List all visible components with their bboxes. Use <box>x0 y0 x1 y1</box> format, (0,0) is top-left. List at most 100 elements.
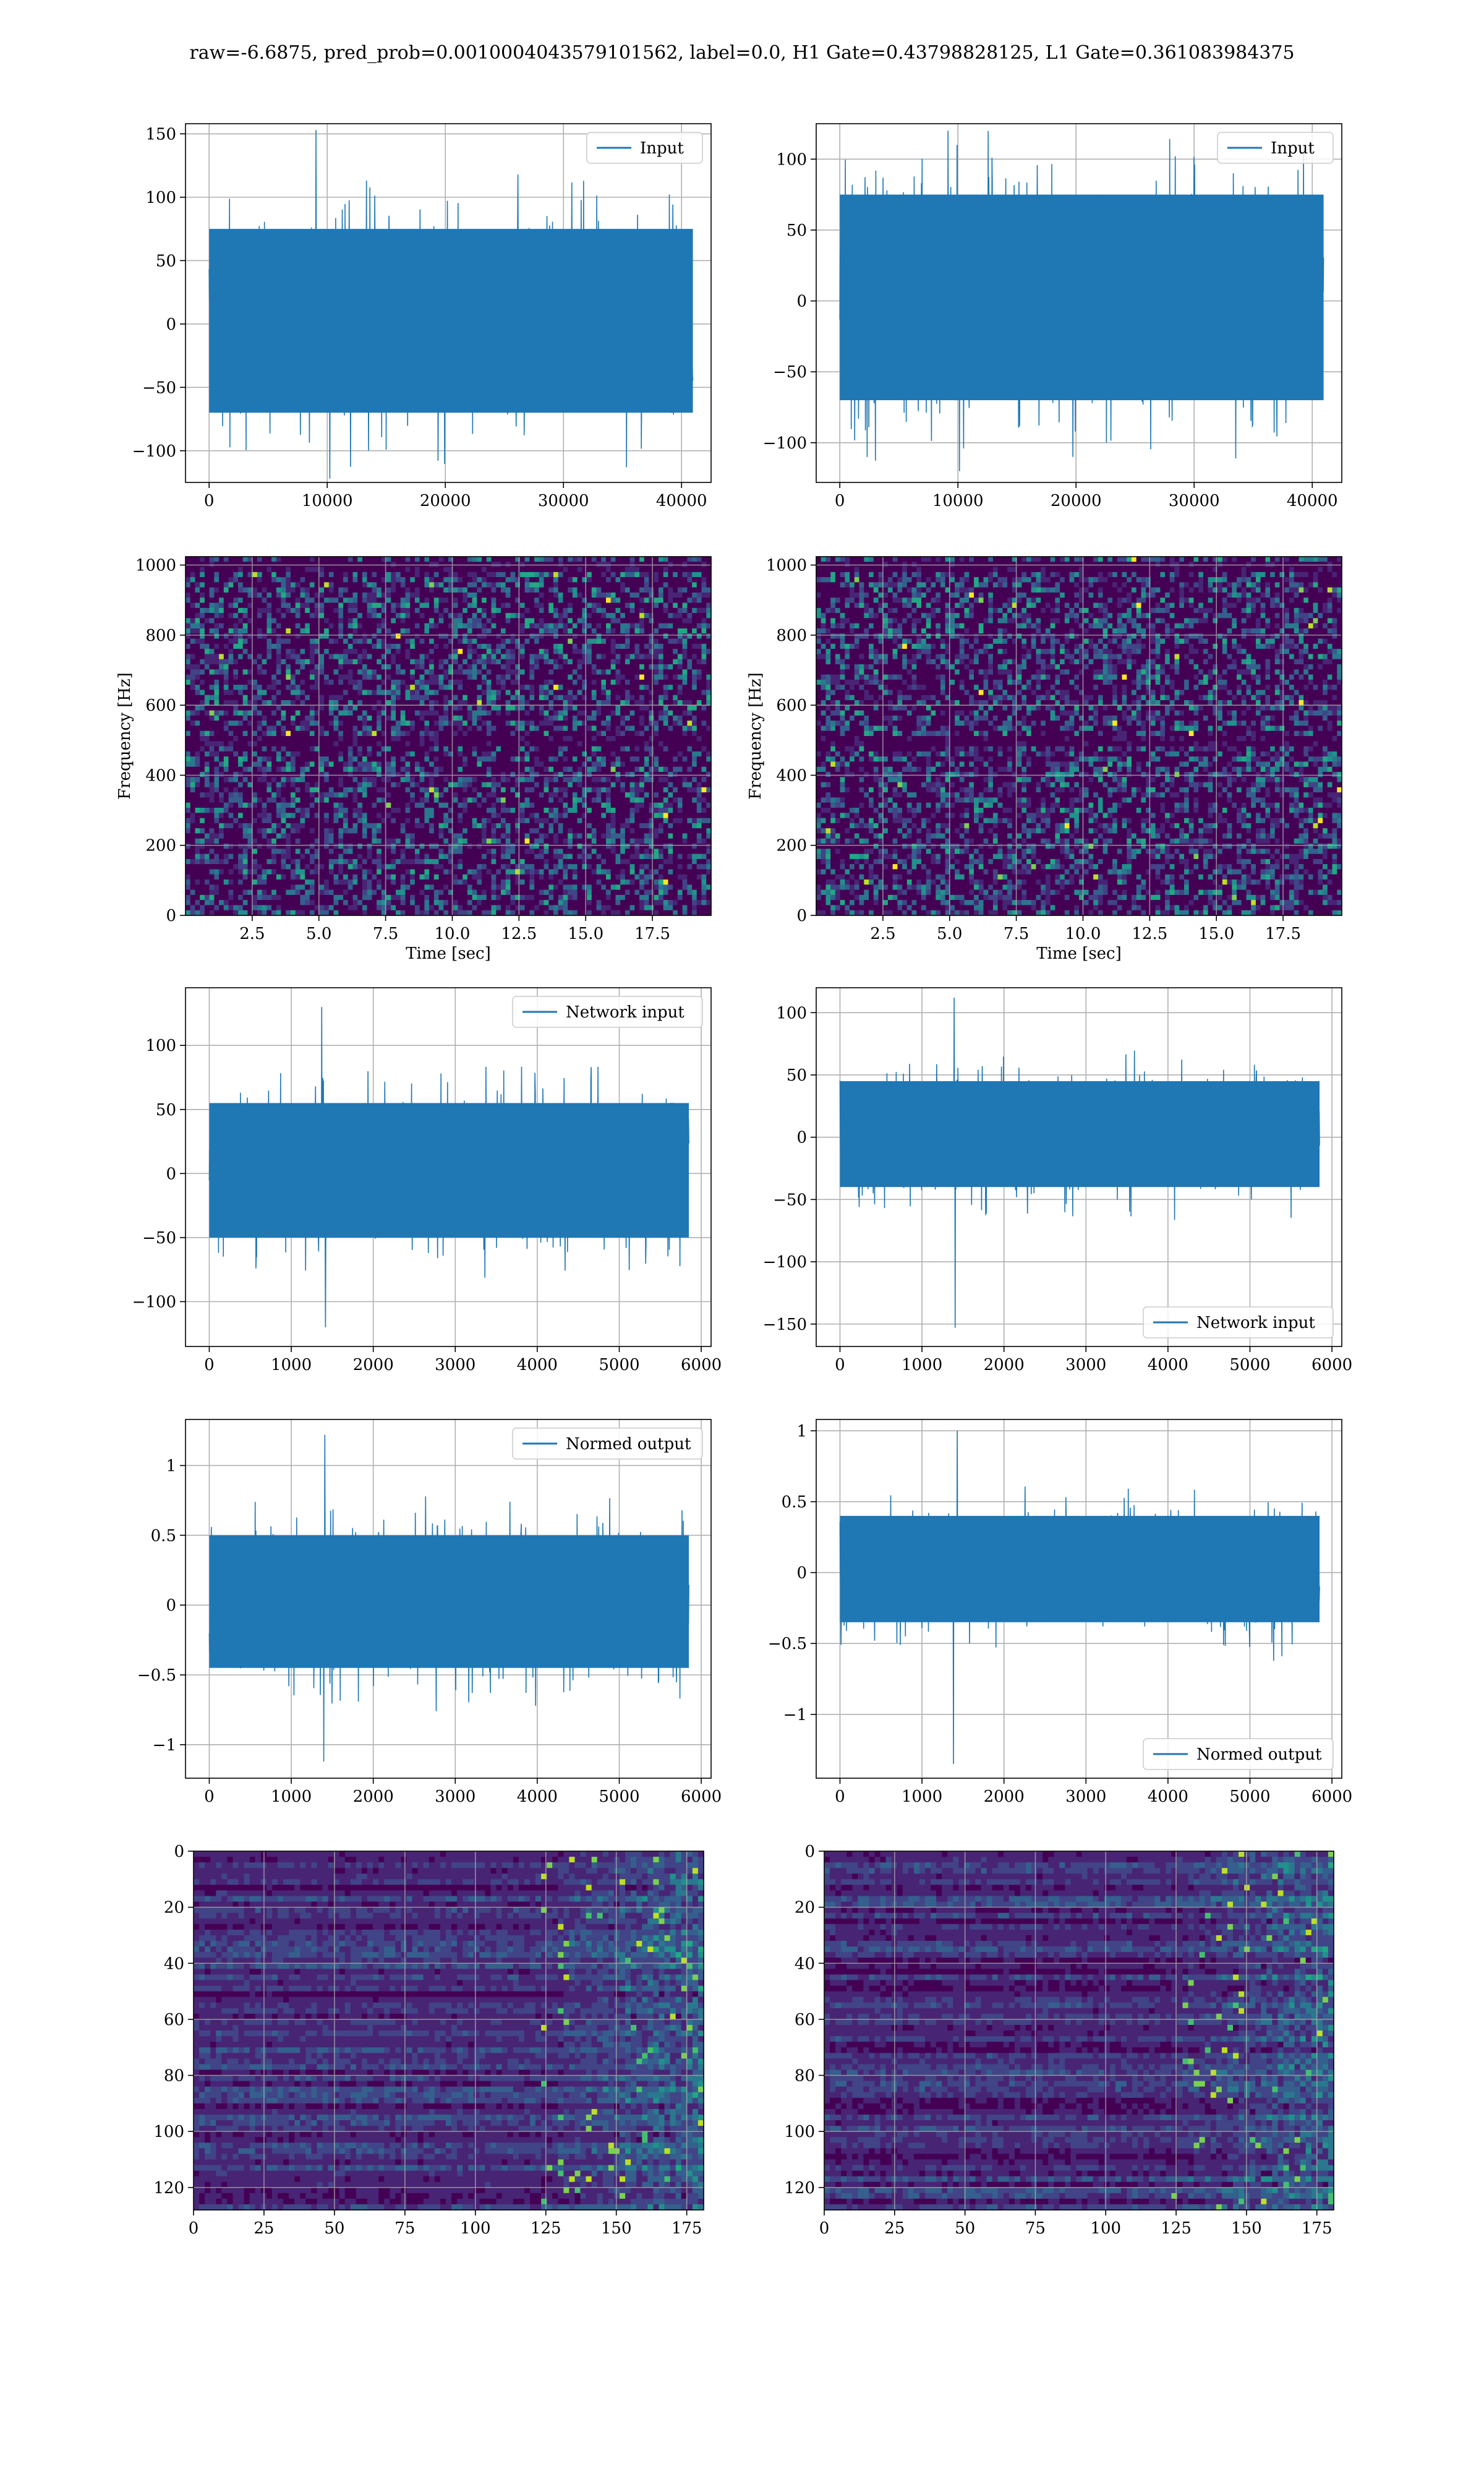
y-tick-label: −1 <box>153 1736 176 1755</box>
y-tick-label: −0.5 <box>137 1666 176 1685</box>
x-tick-label: 4000 <box>1148 1787 1188 1806</box>
y-tick-label: −100 <box>763 434 807 453</box>
legend: Input <box>1217 132 1333 163</box>
legend: Input <box>587 132 702 163</box>
axes-p31: 0 1000 2000 3000 4000 5000 6000−1−0.500.51Norm… <box>768 1419 1352 1806</box>
y-tick-label: 0 <box>166 1165 176 1183</box>
y-tick-label: 150 <box>145 125 176 143</box>
series-envelope <box>209 1103 689 1238</box>
y-axis-label: Frequency [Hz] <box>116 672 134 800</box>
x-tick-label: 6000 <box>681 1787 722 1806</box>
y-tick-label: 80 <box>164 2067 184 2086</box>
x-tick-label: 150 <box>601 2219 632 2238</box>
x-tick-label: 0 <box>835 1787 845 1806</box>
x-tick-label: 150 <box>1231 2219 1262 2238</box>
y-tick-label: −100 <box>763 1253 807 1272</box>
x-tick-label: 30000 <box>1169 492 1220 510</box>
y-tick-label: 120 <box>153 2179 184 2198</box>
x-tick-label: 4000 <box>517 1787 558 1806</box>
y-axis-label: Frequency [Hz] <box>746 672 765 800</box>
y-tick-label: 1 <box>796 1422 807 1440</box>
x-tick-label: 2000 <box>353 1787 394 1806</box>
y-tick-label: 50 <box>156 252 176 270</box>
x-tick-label: 40000 <box>1287 492 1338 510</box>
x-tick-label: 0 <box>204 1356 215 1374</box>
activation-image <box>194 1851 704 2211</box>
x-tick-label: 2000 <box>984 1356 1025 1374</box>
y-tick-label: 800 <box>776 627 807 645</box>
x-tick-label: 3000 <box>1065 1787 1106 1806</box>
series-envelope <box>840 1081 1320 1187</box>
axes-p00: 0 10000 20000 30000 40000−100−50050100150Inp… <box>132 124 711 510</box>
x-tick-label: 7.5 <box>1004 925 1029 943</box>
x-tick-label: 50 <box>324 2219 344 2238</box>
legend: Normed output <box>1143 1739 1333 1770</box>
x-tick-label: 10.0 <box>1065 925 1101 943</box>
x-tick-label: 0 <box>819 2219 830 2238</box>
x-tick-label: 100 <box>1090 2219 1121 2238</box>
y-tick-label: −50 <box>142 1229 176 1248</box>
y-tick-label: 0.5 <box>151 1526 176 1545</box>
x-tick-label: 5000 <box>1229 1787 1270 1806</box>
x-tick-label: 17.5 <box>634 925 670 943</box>
x-tick-label: 0 <box>835 1356 845 1374</box>
axes-p11: 2.5 5.0 7.5 10.0 12.5 15.0 17.5020040060080010… <box>746 557 1342 963</box>
y-tick-label: 100 <box>776 150 807 169</box>
y-tick-label: 400 <box>145 766 176 785</box>
y-tick-label: −1 <box>783 1706 807 1724</box>
y-tick-label: 0 <box>804 1843 815 1861</box>
axes-p30: 0 1000 2000 3000 4000 5000 6000−1−0.500.51Norm… <box>137 1419 722 1806</box>
y-tick-label: −100 <box>132 442 176 461</box>
y-tick-label: 80 <box>795 2067 815 2086</box>
x-tick-label: 15.0 <box>1198 925 1234 943</box>
y-tick-label: 0 <box>796 1129 807 1147</box>
x-tick-label: 175 <box>1302 2219 1333 2238</box>
x-tick-label: 30000 <box>538 492 589 510</box>
y-tick-label: 20 <box>795 1899 815 1917</box>
y-tick-label: 60 <box>164 2011 184 2029</box>
x-tick-label: 2.5 <box>239 925 265 943</box>
x-tick-label: 75 <box>394 2219 415 2238</box>
x-tick-label: 40000 <box>656 492 707 510</box>
y-tick-label: 1000 <box>766 557 807 575</box>
y-tick-label: 1000 <box>135 557 176 575</box>
y-tick-label: 100 <box>784 2123 815 2141</box>
y-tick-label: 600 <box>145 696 176 715</box>
y-tick-label: −50 <box>773 1191 807 1209</box>
x-tick-label: 0 <box>835 492 845 510</box>
x-tick-label: 12.5 <box>501 925 537 943</box>
x-tick-label: 1000 <box>902 1787 942 1806</box>
y-tick-label: 1 <box>166 1457 176 1475</box>
x-tick-label: 2000 <box>353 1356 394 1374</box>
x-tick-label: 3000 <box>1065 1356 1106 1374</box>
x-tick-label: 20000 <box>1051 492 1102 510</box>
spectrogram-image <box>816 557 1342 916</box>
x-tick-label: 125 <box>531 2219 561 2238</box>
y-tick-label: 200 <box>776 837 807 855</box>
x-tick-label: 6000 <box>1311 1356 1352 1374</box>
axes-p10: 2.5 5.0 7.5 10.0 12.5 15.0 17.5020040060080010… <box>116 557 712 963</box>
series-envelope <box>209 229 693 413</box>
x-tick-label: 5000 <box>599 1787 639 1806</box>
legend: Normed output <box>513 1428 702 1459</box>
axes-p21: 0 1000 2000 3000 4000 5000 6000−150−100−500501… <box>763 988 1353 1374</box>
x-tick-label: 100 <box>460 2219 491 2238</box>
x-tick-label: 2.5 <box>870 925 895 943</box>
x-tick-label: 7.5 <box>373 925 398 943</box>
y-tick-label: 20 <box>164 1899 184 1917</box>
x-tick-label: 12.5 <box>1132 925 1167 943</box>
x-tick-label: 6000 <box>1311 1787 1352 1806</box>
axes-p20: 0 1000 2000 3000 4000 5000 6000−100−50050100Ne… <box>132 988 722 1374</box>
y-tick-label: 100 <box>776 1004 807 1022</box>
x-tick-label: 20000 <box>420 492 471 510</box>
y-tick-label: 50 <box>787 1066 807 1085</box>
y-tick-label: 0 <box>796 293 807 311</box>
x-tick-label: 0 <box>204 1787 215 1806</box>
x-tick-label: 1000 <box>271 1356 312 1374</box>
y-tick-label: −100 <box>132 1293 176 1312</box>
y-tick-label: 50 <box>156 1101 176 1119</box>
